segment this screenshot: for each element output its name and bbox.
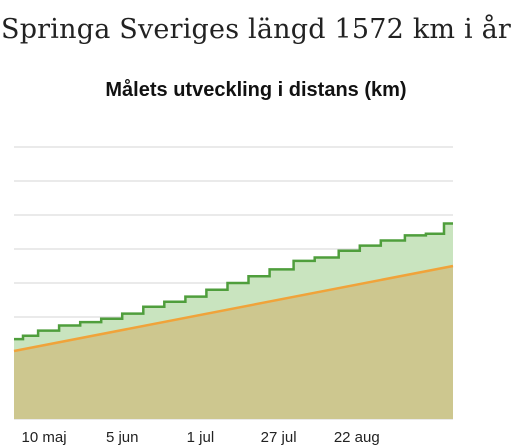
x-tick-label: 22 aug [334,429,380,446]
goal-area [14,266,453,419]
x-tick-label: 1 jul [187,429,215,446]
chart-title: Målets utveckling i distans (km) [105,78,406,101]
x-tick-label: 5 jun [106,429,139,446]
x-tick-layer: 10 maj 5 jun 1 jul 27 jul 22 aug [22,429,380,446]
line-layer [13,222,454,353]
actual-line [14,222,453,341]
area-layer [14,223,453,419]
goal-line [13,264,454,353]
x-tick-label: 10 maj [22,429,67,446]
x-tick-label: 27 jul [261,429,297,446]
page-title: Springa Sveriges längd 1572 km i år [1,14,511,45]
